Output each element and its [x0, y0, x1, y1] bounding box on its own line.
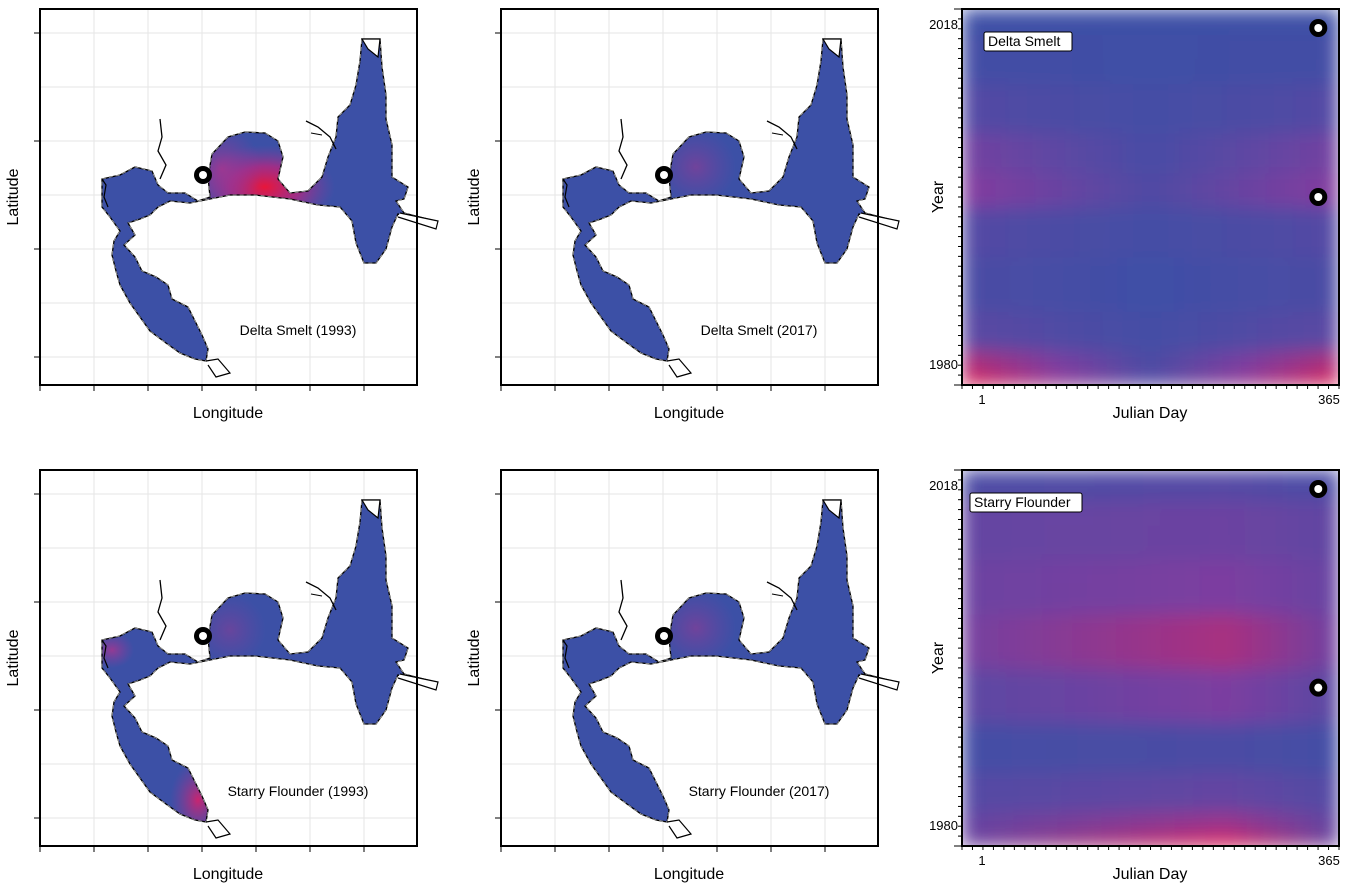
heatmap-row [962, 206, 1339, 258]
y-tick-label: 1980 [929, 357, 958, 372]
map-frame [39, 8, 418, 386]
heatmap-1: 1980 2018 1 365 Julian Day Year Starry Flounde… [929, 469, 1340, 883]
heatmap-row [962, 256, 1339, 312]
heatmap-row [962, 350, 1339, 377]
x-tick-label: 1 [978, 392, 985, 407]
y-axis-title: Year [930, 641, 947, 674]
station-marker [194, 627, 212, 645]
x-axis-title: Longitude [193, 405, 263, 422]
map-ticks [34, 493, 365, 852]
y-tick-label: 2018 [929, 17, 958, 32]
legend: Delta Smelt [983, 31, 1073, 52]
heatmap-marker [1309, 678, 1328, 697]
heatmap-cells [962, 470, 1339, 846]
heatmap-row [962, 811, 1339, 838]
x-tick-label: 1 [978, 853, 985, 868]
map-starry-flounder-1993: Starry Flounder (1993) Longitude Latitude [5, 469, 439, 883]
map-frame [500, 469, 879, 847]
map-delta-smelt-2017: Delta Smelt (2017) Longitude Latitude [466, 8, 900, 422]
station-marker [194, 166, 212, 184]
y-axis-title: Latitude [5, 629, 22, 686]
map-layer: Delta Smelt (1993)LongitudeLatitudeDelta… [5, 8, 900, 883]
x-axis-title: Julian Day [1113, 866, 1188, 883]
heatmap-ticks [954, 8, 1340, 389]
x-axis-title: Julian Day [1113, 405, 1188, 422]
legend-box [983, 31, 1073, 52]
heatmap-row [962, 310, 1339, 352]
heatmap-row [962, 836, 1339, 846]
x-tick-label: 365 [1318, 392, 1340, 407]
map-ticks [495, 32, 826, 391]
map-ticks [34, 32, 365, 391]
y-axis-title: Year [930, 180, 947, 213]
heatmap-marker [1309, 188, 1328, 206]
x-axis-title: Longitude [654, 866, 724, 883]
heatmap-marker [1309, 480, 1328, 498]
legend-entry: Delta Smelt [988, 33, 1060, 49]
x-tick-label: 365 [1318, 853, 1340, 868]
x-axis-title: Longitude [654, 405, 724, 422]
heatmap-row [962, 771, 1339, 813]
map-label: Delta Smelt (1993) [240, 322, 357, 338]
legend-box [969, 492, 1083, 513]
station-marker [655, 166, 673, 184]
heatmap-row [962, 132, 1339, 174]
heatmap-row [962, 9, 1339, 35]
heatmap-row [962, 667, 1339, 724]
y-tick-label: 1980 [929, 818, 958, 833]
map-frame [39, 469, 418, 847]
y-tick-label: 2018 [929, 478, 958, 493]
legend-entry: Starry Flounder [974, 494, 1071, 510]
map-ticks [495, 493, 826, 852]
heatmap-row [962, 83, 1339, 134]
heatmap-ticks [954, 469, 1340, 850]
legend: Starry Flounder [969, 492, 1083, 513]
map-label: Starry Flounder (2017) [689, 783, 830, 799]
y-axis-title: Latitude [466, 168, 483, 225]
map-frame [500, 8, 879, 386]
heatmap-row [962, 722, 1339, 773]
map-label: Starry Flounder (1993) [228, 783, 369, 799]
map-starry-flounder-2017: Starry Flounder (2017) Longitude Latitude [466, 469, 900, 883]
heatmap-row [962, 172, 1339, 208]
y-axis-title: Latitude [5, 168, 22, 225]
station-marker [655, 627, 673, 645]
heatmap-row [962, 613, 1339, 669]
heatmap-row [962, 559, 1339, 615]
x-axis-title: Longitude [193, 866, 263, 883]
y-axis-title: Latitude [466, 629, 483, 686]
map-label: Delta Smelt (2017) [701, 322, 818, 338]
heatmap-cells [962, 9, 1339, 385]
heatmap-0: 1980 2018 1 365 Julian Day Year Delta Smelt [929, 8, 1340, 422]
map-delta-smelt-1993: Delta Smelt (1993) Longitude Latitude [5, 8, 439, 422]
heatmap-row [962, 375, 1339, 385]
heatmap-marker [1309, 19, 1328, 37]
